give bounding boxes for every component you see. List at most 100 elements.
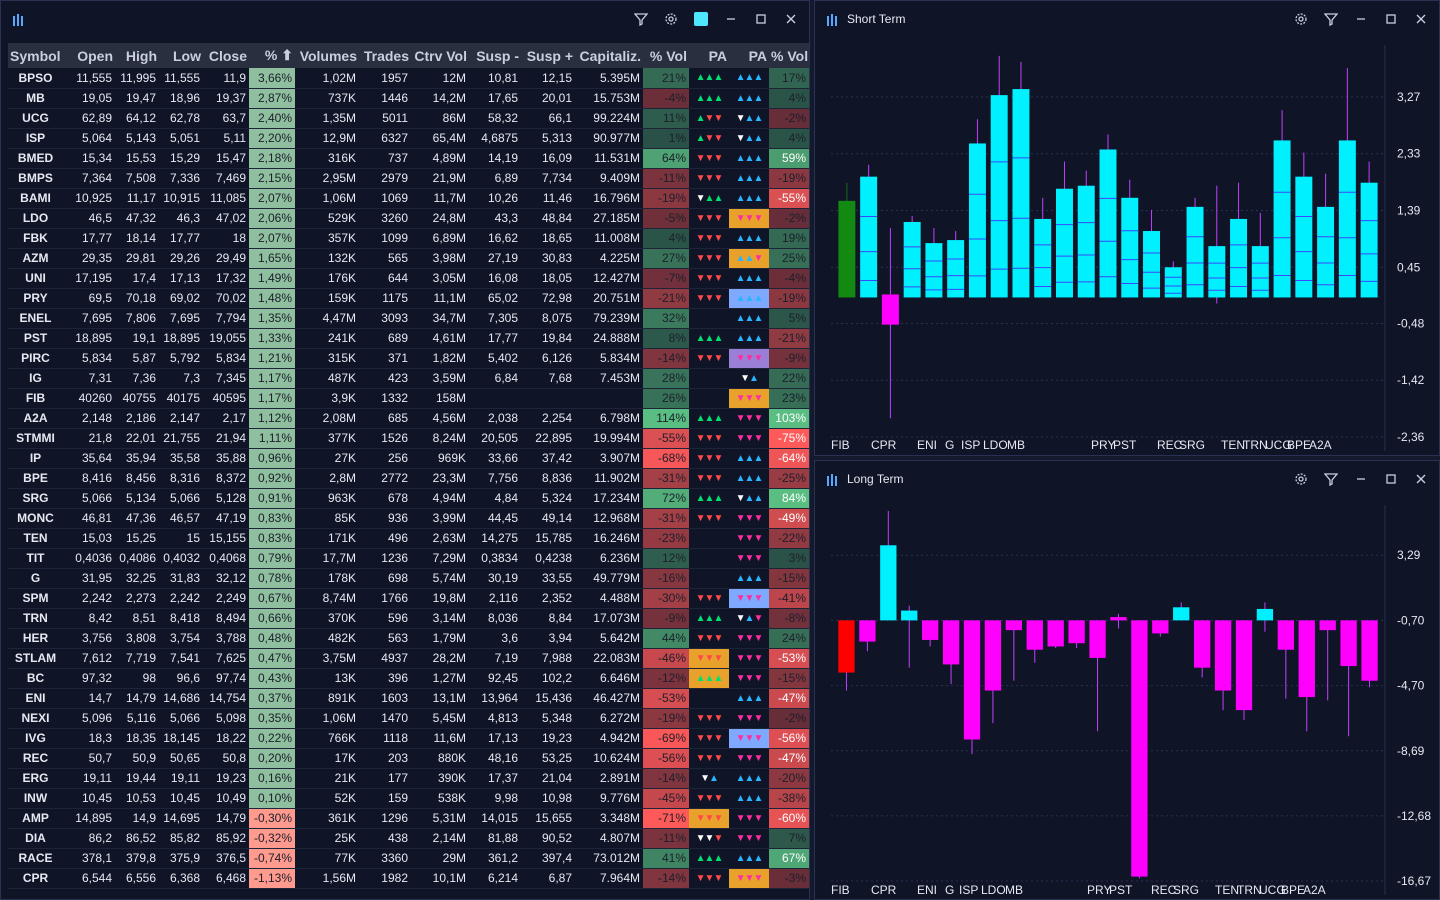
table-row[interactable]: CPR 6,544 6,556 6,368 6,468 -1,13% 1,56M 1982 10… [8, 868, 809, 889]
table-row[interactable]: PIRC 5,834 5,87 5,792 5,834 1,21% 315K 371 1,82M… [8, 348, 809, 369]
table-cell: 50,65 [159, 748, 203, 769]
table-row[interactable]: INW 10,45 10,53 10,45 10,49 0,10% 52K 159 538K 9,… [8, 788, 809, 809]
column-header[interactable]: Open [63, 43, 115, 68]
gear-icon[interactable] [1291, 9, 1311, 29]
filter-icon[interactable] [1321, 469, 1341, 489]
table-row[interactable]: A2A 2,148 2,186 2,147 2,17 1,12% 2,08M 685 4,56M… [8, 408, 809, 429]
table-row[interactable]: RACE 378,1 379,8 375,9 376,5 -0,74% 77K 3360 29M… [8, 848, 809, 869]
table-cell: 12M [411, 68, 469, 89]
table-row[interactable]: UCG 62,89 64,12 62,78 63,7 2,40% 1,35M 5011 86M 5… [8, 108, 809, 129]
table-row[interactable]: G 31,95 32,25 31,83 32,12 0,78% 178K 698 5,74M 30… [8, 568, 809, 589]
table-row[interactable]: TEN 15,03 15,25 15 15,155 0,83% 171K 496 2,63M 14… [8, 528, 809, 549]
table-row[interactable]: IP 35,64 35,94 35,58 35,88 0,96% 27K 256 969K 33,… [8, 448, 809, 469]
symbol-cell: CPR [8, 868, 63, 889]
minimize-icon[interactable] [1351, 9, 1371, 29]
table-cell: 1,35M [295, 108, 359, 129]
maximize-icon[interactable] [1381, 9, 1401, 29]
y-tick-label: -2,36 [1397, 430, 1425, 444]
table-row[interactable]: HER 3,756 3,808 3,754 3,788 0,48% 482K 563 1,79M… [8, 628, 809, 649]
table-row[interactable]: IVG 18,3 18,35 18,145 18,22 0,22% 766K 1118 11,6… [8, 728, 809, 749]
table-row[interactable]: BPSO 11,555 11,995 11,555 11,9 3,66% 1,02M 1957… [8, 68, 809, 89]
table-cell: 44,45 [469, 508, 521, 529]
table-row[interactable]: STMMI 21,8 22,01 21,755 21,94 1,11% 377K 1526 8,… [8, 428, 809, 449]
column-header[interactable]: PA [689, 43, 729, 68]
x-tick-label: PST [1113, 438, 1137, 452]
table-cell: 23,3M [411, 468, 469, 489]
candle-body [1173, 607, 1190, 621]
table-cell: 2,242 [159, 588, 203, 609]
column-header[interactable]: Symbol [8, 43, 63, 68]
table-row[interactable]: PST 18,895 19,1 18,895 19,055 1,33% 241K 689 4,6… [8, 328, 809, 349]
table-row[interactable]: REC 50,7 50,9 50,65 50,8 0,20% 17K 203 880K 48,16… [8, 748, 809, 769]
column-header[interactable]: % Vol [769, 43, 809, 68]
table-row[interactable]: ISP 5,064 5,143 5,051 5,11 2,20% 12,9M 6327 65,4… [8, 128, 809, 149]
table-cell: 0,83% [249, 508, 295, 529]
table-cell: 2,20% [249, 128, 295, 149]
close-icon[interactable] [1411, 469, 1431, 489]
table-row[interactable]: SRG 5,066 5,134 5,066 5,128 0,91% 963K 678 4,94M… [8, 488, 809, 509]
table-row[interactable]: TRN 8,42 8,51 8,418 8,494 0,66% 370K 596 3,14M 8,… [8, 608, 809, 629]
minimize-icon[interactable] [721, 9, 741, 29]
gear-icon[interactable] [1291, 469, 1311, 489]
table-cell: 63,7 [203, 108, 249, 129]
table-cell: -15% [769, 568, 809, 589]
filter-icon[interactable] [631, 9, 651, 29]
table-row[interactable]: LDO 46,5 47,32 46,3 47,02 2,06% 529K 3260 24,8M 4… [8, 208, 809, 229]
filter-icon[interactable] [1321, 9, 1341, 29]
table-cell: 8,42 [63, 608, 115, 629]
column-header[interactable]: Low [159, 43, 203, 68]
column-header[interactable]: Susp - [469, 43, 521, 68]
table-cell: 1766 [359, 588, 411, 609]
table-row[interactable]: ENI 14,7 14,79 14,686 14,754 0,37% 891K 1603 13,… [8, 688, 809, 709]
column-header[interactable]: Susp + [521, 43, 575, 68]
table-cell: 17K [295, 748, 359, 769]
table-row[interactable]: MB 19,05 19,47 18,96 19,37 2,87% 737K 1446 14,2M… [8, 88, 809, 109]
table-row[interactable]: IG 7,31 7,36 7,3 7,345 1,17% 487K 423 3,59M 6,84 7… [8, 368, 809, 389]
table-row[interactable]: BMPS 7,364 7,508 7,336 7,469 2,15% 2,95M 2979 21… [8, 168, 809, 189]
table-cell: 11,7M [411, 188, 469, 209]
maximize-icon[interactable] [1381, 469, 1401, 489]
table-row[interactable]: BPE 8,416 8,456 8,316 8,372 0,92% 2,8M 2772 23,3… [8, 468, 809, 489]
table-row[interactable]: AMP 14,895 14,9 14,695 14,79 -0,30% 361K 1296 5,… [8, 808, 809, 829]
table-cell: 6.272M [575, 708, 643, 729]
pa-indicator: ▲▲▲ [729, 188, 769, 209]
gear-icon[interactable] [661, 9, 681, 29]
table-cell: 0,37% [249, 688, 295, 709]
table-row[interactable]: UNI 17,195 17,4 17,13 17,32 1,49% 176K 644 3,05M… [8, 268, 809, 289]
table-row[interactable]: BAMI 10,925 11,17 10,915 11,085 2,07% 1,06M 106… [8, 188, 809, 209]
minimize-icon[interactable] [1351, 469, 1371, 489]
table-row[interactable]: AZM 29,35 29,81 29,26 29,49 1,65% 132K 565 3,98M… [8, 248, 809, 269]
table-row[interactable]: TIT 0,4036 0,4086 0,4032 0,4068 0,79% 17,7M 123… [8, 548, 809, 569]
long-term-chart[interactable]: 3,29 -0,70 -4,70 -8,69 -12,68 -16,67 FIB CPR ENI… [815, 497, 1440, 900]
candle-body [1273, 140, 1291, 298]
column-header[interactable]: Close [203, 43, 249, 68]
table-row[interactable]: BC 97,32 98 96,6 97,74 0,43% 13K 396 1,27M 92,45 1… [8, 668, 809, 689]
table-row[interactable]: DIA 86,2 86,52 85,82 85,92 -0,32% 25K 438 2,14M 8… [8, 828, 809, 849]
maximize-icon[interactable] [751, 9, 771, 29]
table-row[interactable]: BMED 15,34 15,53 15,29 15,47 2,18% 316K 737 4,89… [8, 148, 809, 169]
column-header[interactable]: PA [729, 43, 769, 68]
table-row[interactable]: FBK 17,77 18,14 17,77 18 2,07% 357K 1099 6,89M 16… [8, 228, 809, 249]
table-cell: -14% [643, 768, 689, 789]
table-row[interactable]: NEXI 5,096 5,116 5,066 5,098 0,35% 1,06M 1470 5,… [8, 708, 809, 729]
table-row[interactable]: ERG 19,11 19,44 19,11 19,23 0,16% 21K 177 390K 17… [8, 768, 809, 789]
close-icon[interactable] [1411, 9, 1431, 29]
table-row[interactable]: FIB 40260 40755 40175 40595 1,17% 3,9K 1332 158M… [8, 388, 809, 409]
color-square-icon[interactable] [691, 9, 711, 29]
column-header[interactable]: Volumes [295, 43, 359, 68]
column-header[interactable]: % ⬆ [249, 43, 295, 68]
table-row[interactable]: STLAM 7,612 7,719 7,541 7,625 0,47% 3,75M 4937 2… [8, 648, 809, 669]
table-cell: 13,1M [411, 688, 469, 709]
column-header[interactable]: Capitaliz. [575, 43, 643, 68]
table-row[interactable]: SPM 2,242 2,273 2,242 2,249 0,67% 8,74M 1766 19,… [8, 588, 809, 609]
close-icon[interactable] [781, 9, 801, 29]
table-row[interactable]: ENEL 7,695 7,806 7,695 7,794 1,35% 4,47M 3093 34… [8, 308, 809, 329]
table-row[interactable]: MONC 46,81 47,36 46,57 47,19 0,83% 85K 936 3,99M… [8, 508, 809, 529]
short-term-chart[interactable]: 3,27 2,33 1,39 0,45 -0,48 -1,42 -2,36 FIB CPR ENI… [815, 37, 1440, 456]
column-header[interactable]: High [115, 43, 159, 68]
column-header[interactable]: Trades [359, 43, 411, 68]
column-header[interactable]: Ctrv Vol [411, 43, 469, 68]
column-header[interactable]: % Vol [643, 43, 689, 68]
table-row[interactable]: PRY 69,5 70,18 69,02 70,02 1,48% 159K 1175 11,1M… [8, 288, 809, 309]
table-cell: -21% [769, 328, 809, 349]
